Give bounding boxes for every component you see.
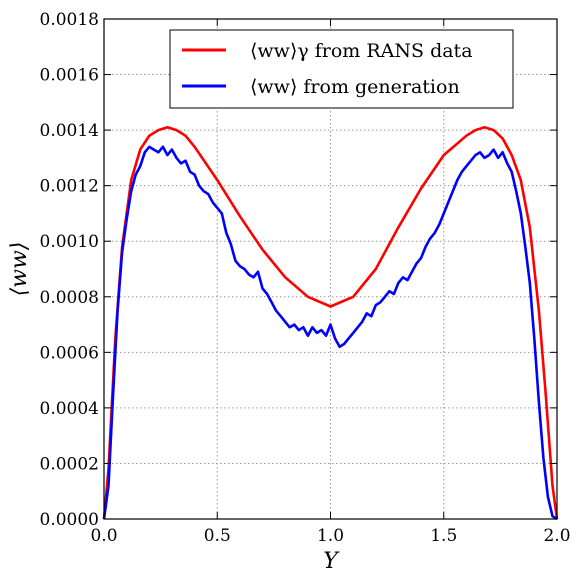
x-axis-label: Y — [323, 549, 340, 574]
tick-labels: 0.0 0.5 1.0 1.5 2.0 0.0000 0.0002 0.0004 0.0006 0… — [40, 10, 571, 546]
x-tick-label: 2.0 — [543, 526, 570, 546]
x-tick-label: 1.0 — [317, 526, 344, 546]
x-tick-label: 0.5 — [204, 526, 231, 546]
legend-box — [169, 29, 514, 109]
y-tick-label: 0.0012 — [40, 177, 99, 197]
y-tick-label: 0.0000 — [40, 510, 99, 530]
series-line-generation — [102, 145, 558, 521]
series-line-rans — [102, 126, 559, 520]
y-tick-label: 0.0016 — [40, 66, 99, 86]
x-tick-label: 1.5 — [430, 526, 457, 546]
y-tick-label: 0.0006 — [40, 343, 99, 363]
y-tick-label: 0.0004 — [40, 399, 99, 419]
y-tick-label: 0.0010 — [40, 232, 99, 252]
series-layer — [102, 126, 559, 521]
x-tick-label: 0.0 — [90, 526, 117, 546]
y-tick-label: 0.0008 — [40, 288, 99, 308]
y-tick-label: 0.0014 — [40, 121, 99, 141]
legend-label-rans: ⟨ww⟩γ from RANS data — [250, 40, 473, 62]
y-tick-label: 0.0018 — [40, 10, 99, 30]
legend-label-generation: ⟨ww⟩ from generation — [250, 76, 460, 98]
y-axis-label: ⟨ww⟩ — [7, 242, 32, 297]
axis-ticks — [103, 18, 558, 520]
y-tick-label: 0.0002 — [40, 454, 99, 474]
legend: ⟨ww⟩γ from RANS data ⟨ww⟩ from generatio… — [169, 29, 514, 109]
